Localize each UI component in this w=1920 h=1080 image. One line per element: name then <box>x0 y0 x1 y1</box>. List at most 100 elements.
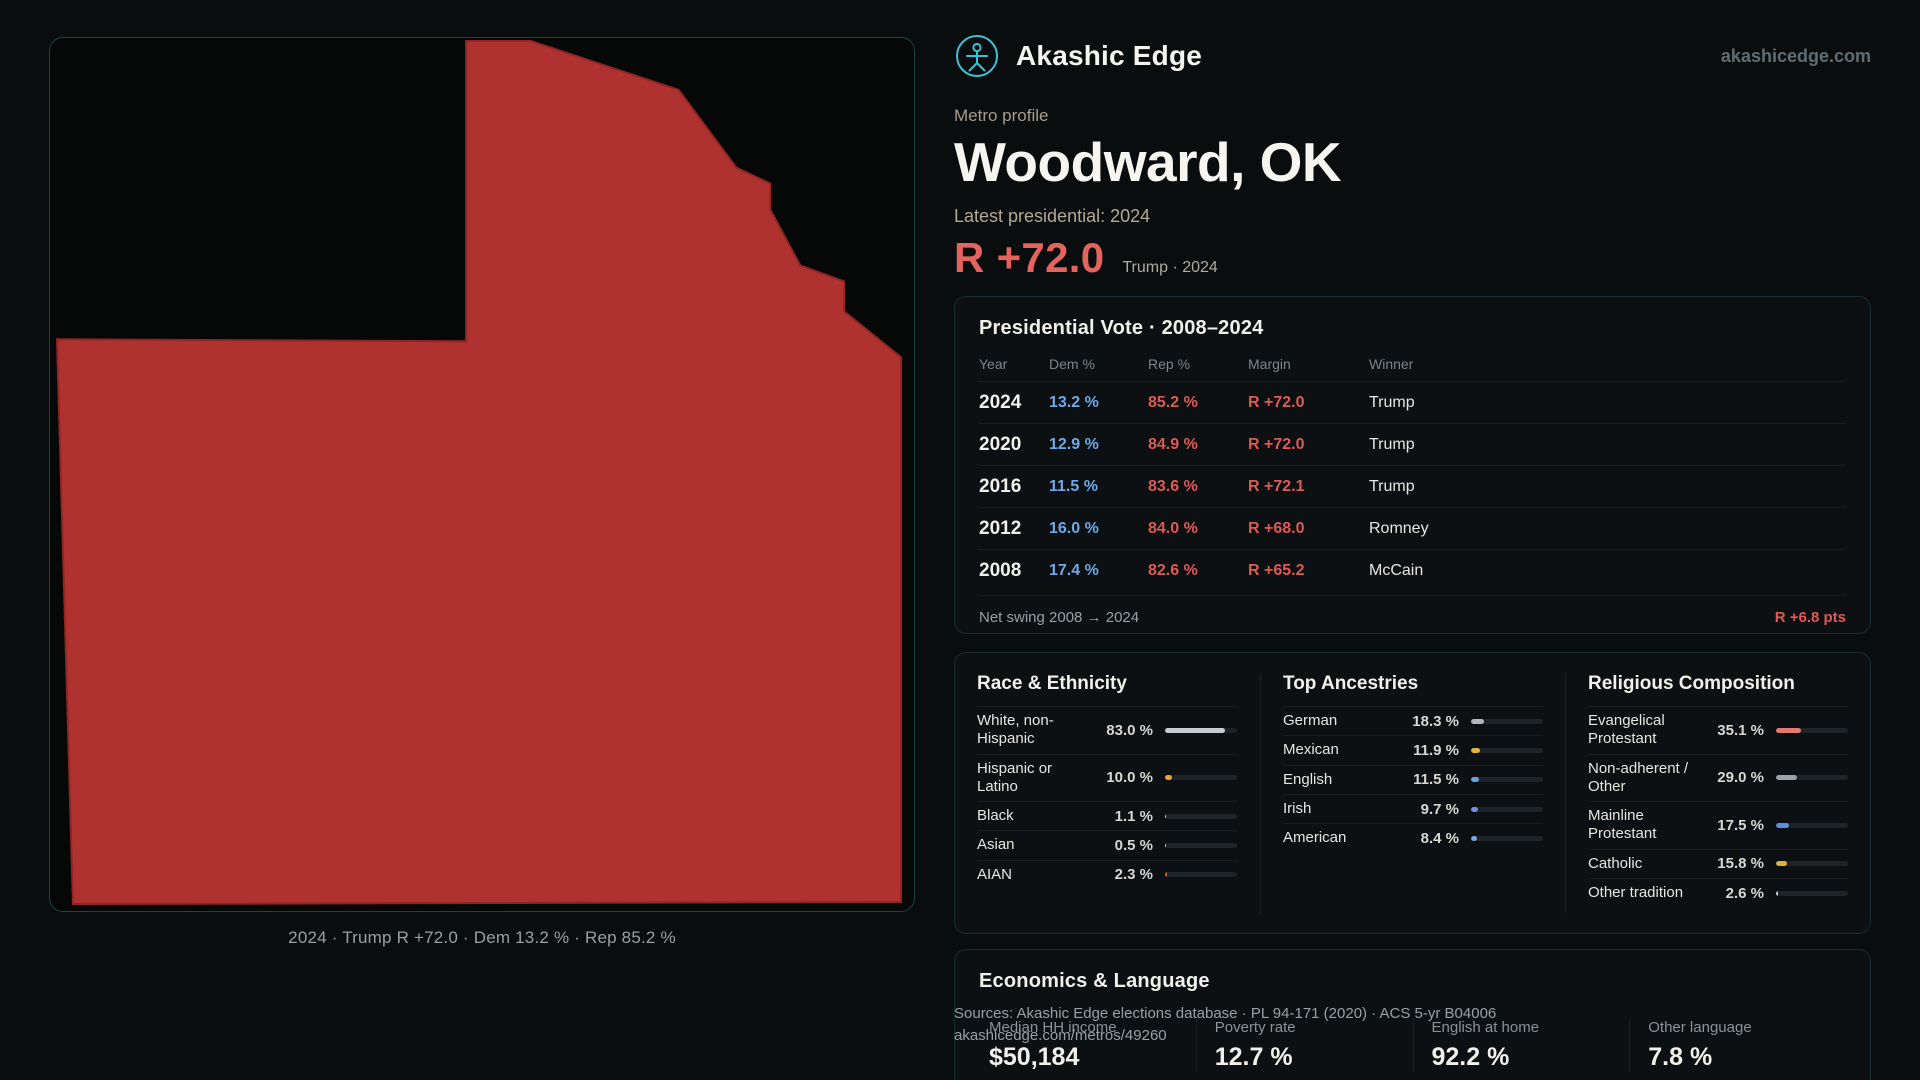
demo-bar <box>1471 777 1543 783</box>
vote-winner: Trump <box>1369 477 1415 495</box>
demo-row: Catholic 15.8 % <box>1588 848 1848 878</box>
demo-label: Irish <box>1283 799 1312 817</box>
demo-bar-fill <box>1165 727 1225 733</box>
vote-margin: R +72.1 <box>1248 477 1305 495</box>
headline-margin-value: R +72.0 <box>954 234 1105 281</box>
demo-label: German <box>1283 712 1338 729</box>
religion-column: Religious Composition Evangelical Protes… <box>1565 673 1870 913</box>
col-winner: Winner <box>1369 356 1414 372</box>
demo-value: 0.5 % <box>1114 837 1153 855</box>
vote-dem-pct: 12.9 % <box>1049 435 1099 453</box>
presidential-vote-card: Presidential Vote · 2008–2024 Year Dem %… <box>954 296 1871 634</box>
demo-label: Evangelical Protestant <box>1588 712 1665 748</box>
demo-row: American 8.4 % <box>1283 823 1543 852</box>
demo-bar <box>1165 843 1237 849</box>
demo-label: Non-adherent / Other <box>1588 759 1689 795</box>
stat-other-language: Other language 7.8 % <box>1629 1019 1846 1072</box>
vote-card-title: Presidential Vote · 2008–2024 <box>979 317 1264 339</box>
demo-bar-fill <box>1776 727 1802 733</box>
net-swing-row: Net swing 2008 → 2024 R +6.8 pts <box>979 595 1846 626</box>
ancestries-title: Top Ancestries <box>1283 673 1419 694</box>
demo-bar-fill <box>1776 861 1788 867</box>
demo-row: AIAN 2.3 % <box>977 859 1238 889</box>
map-caption: 2024 · Trump R +72.0 · Dem 13.2 % · Rep … <box>288 928 676 947</box>
demo-value: 2.3 % <box>1114 866 1153 884</box>
demo-value: 18.3 % <box>1412 712 1459 730</box>
demo-value: 11.9 % <box>1413 741 1459 759</box>
eyebrow-label: Metro profile <box>954 106 1049 125</box>
vote-year: 2016 <box>979 475 1022 497</box>
demo-bar <box>1165 813 1237 819</box>
col-year: Year <box>979 356 1008 372</box>
vote-dem-pct: 13.2 % <box>1049 393 1099 411</box>
demo-row: Black 1.1 % <box>977 801 1238 830</box>
vote-margin: R +65.2 <box>1248 561 1305 579</box>
demo-bar-fill <box>1471 718 1485 724</box>
metro-map-panel <box>49 37 915 912</box>
vote-table-row: 2008 17.4 % 82.6 % R +65.2 McCain <box>979 549 1846 591</box>
demo-row: Mexican 11.9 % <box>1283 735 1543 764</box>
col-dem: Dem % <box>1049 356 1095 372</box>
demo-value: 11.5 % <box>1413 771 1459 789</box>
demo-label: American <box>1283 829 1347 847</box>
page-title: Woodward, OK <box>954 131 1342 193</box>
headline-margin-row: R +72.0 Trump · 2024 <box>954 234 1218 282</box>
metro-shape <box>55 39 903 906</box>
stat-poverty-rate: Poverty rate 12.7 % <box>1195 1019 1413 1072</box>
vote-year: 2012 <box>979 517 1022 539</box>
vote-year: 2020 <box>979 433 1022 455</box>
net-swing-label: Net swing 2008 → 2024 <box>979 609 1140 626</box>
stat-median-income: Median HH income $50,184 <box>979 1019 1196 1072</box>
brand-domain-link[interactable]: akashicedge.com <box>1720 45 1871 66</box>
demo-label: Black <box>977 807 1014 825</box>
demo-label: Hispanic or Latino <box>977 759 1053 795</box>
vote-dem-pct: 17.4 % <box>1049 561 1099 579</box>
metro-map <box>55 39 903 906</box>
race-ethnicity-title: Race & Ethnicity <box>977 673 1127 694</box>
vote-dem-pct: 16.0 % <box>1049 519 1099 537</box>
demo-row: Mainline Protestant 17.5 % <box>1588 801 1848 849</box>
vote-rep-pct: 82.6 % <box>1148 561 1198 579</box>
vote-year: 2024 <box>979 391 1022 413</box>
demo-bar-fill <box>1165 872 1167 878</box>
demo-label: Mexican <box>1283 741 1339 759</box>
sources-line: Sources: Akashic Edge elections database… <box>954 1005 1497 1022</box>
stat-label: Other language <box>1648 1019 1752 1036</box>
demo-row: Hispanic or Latino 10.0 % <box>977 753 1238 802</box>
vote-winner: Romney <box>1369 519 1429 537</box>
col-rep: Rep % <box>1148 356 1191 372</box>
demo-label: AIAN <box>977 865 1013 883</box>
demo-row: Irish 9.7 % <box>1283 793 1543 823</box>
demo-value: 29.0 % <box>1717 769 1764 787</box>
demo-bar-fill <box>1471 806 1478 812</box>
demo-value: 15.8 % <box>1717 855 1764 873</box>
demo-value: 1.1 % <box>1114 807 1153 825</box>
demo-bar <box>1471 835 1543 841</box>
vote-rep-pct: 83.6 % <box>1148 477 1198 495</box>
brand-logo-icon <box>956 35 998 77</box>
net-swing-value: R +6.8 pts <box>1774 609 1846 626</box>
demo-bar-fill <box>1776 822 1789 828</box>
demo-bar-fill <box>1165 813 1166 819</box>
vote-table-header: Year Dem % Rep % Margin Winner <box>979 356 1846 381</box>
economics-title: Economics & Language <box>979 970 1210 992</box>
demo-label: Other tradition <box>1588 884 1684 902</box>
sources-permalink[interactable]: akashicedge.com/metros/49260 <box>954 1026 1167 1044</box>
vote-year: 2008 <box>979 559 1022 581</box>
demo-bar <box>1776 861 1848 867</box>
demo-bar <box>1776 822 1848 828</box>
demo-bar <box>1165 727 1237 733</box>
race-ethnicity-column: Race & Ethnicity White, non-Hispanic 83.… <box>955 673 1260 913</box>
vote-rep-pct: 84.9 % <box>1148 435 1198 453</box>
demo-value: 8.4 % <box>1420 829 1459 847</box>
demo-value: 10.0 % <box>1106 769 1153 787</box>
demo-row: German 18.3 % <box>1283 706 1543 735</box>
stat-english-at-home: English at home 92.2 % <box>1412 1019 1630 1072</box>
brand-name: Akashic Edge <box>1016 40 1203 71</box>
demo-row: Evangelical Protestant 35.1 % <box>1588 706 1848 754</box>
stat-value: 7.8 % <box>1648 1043 1713 1071</box>
col-margin: Margin <box>1248 356 1291 372</box>
economics-stats: Median HH income $50,184 Poverty rate 12… <box>979 1019 1846 1072</box>
stat-value: 12.7 % <box>1214 1043 1293 1071</box>
demo-label: White, non-Hispanic <box>977 712 1054 748</box>
